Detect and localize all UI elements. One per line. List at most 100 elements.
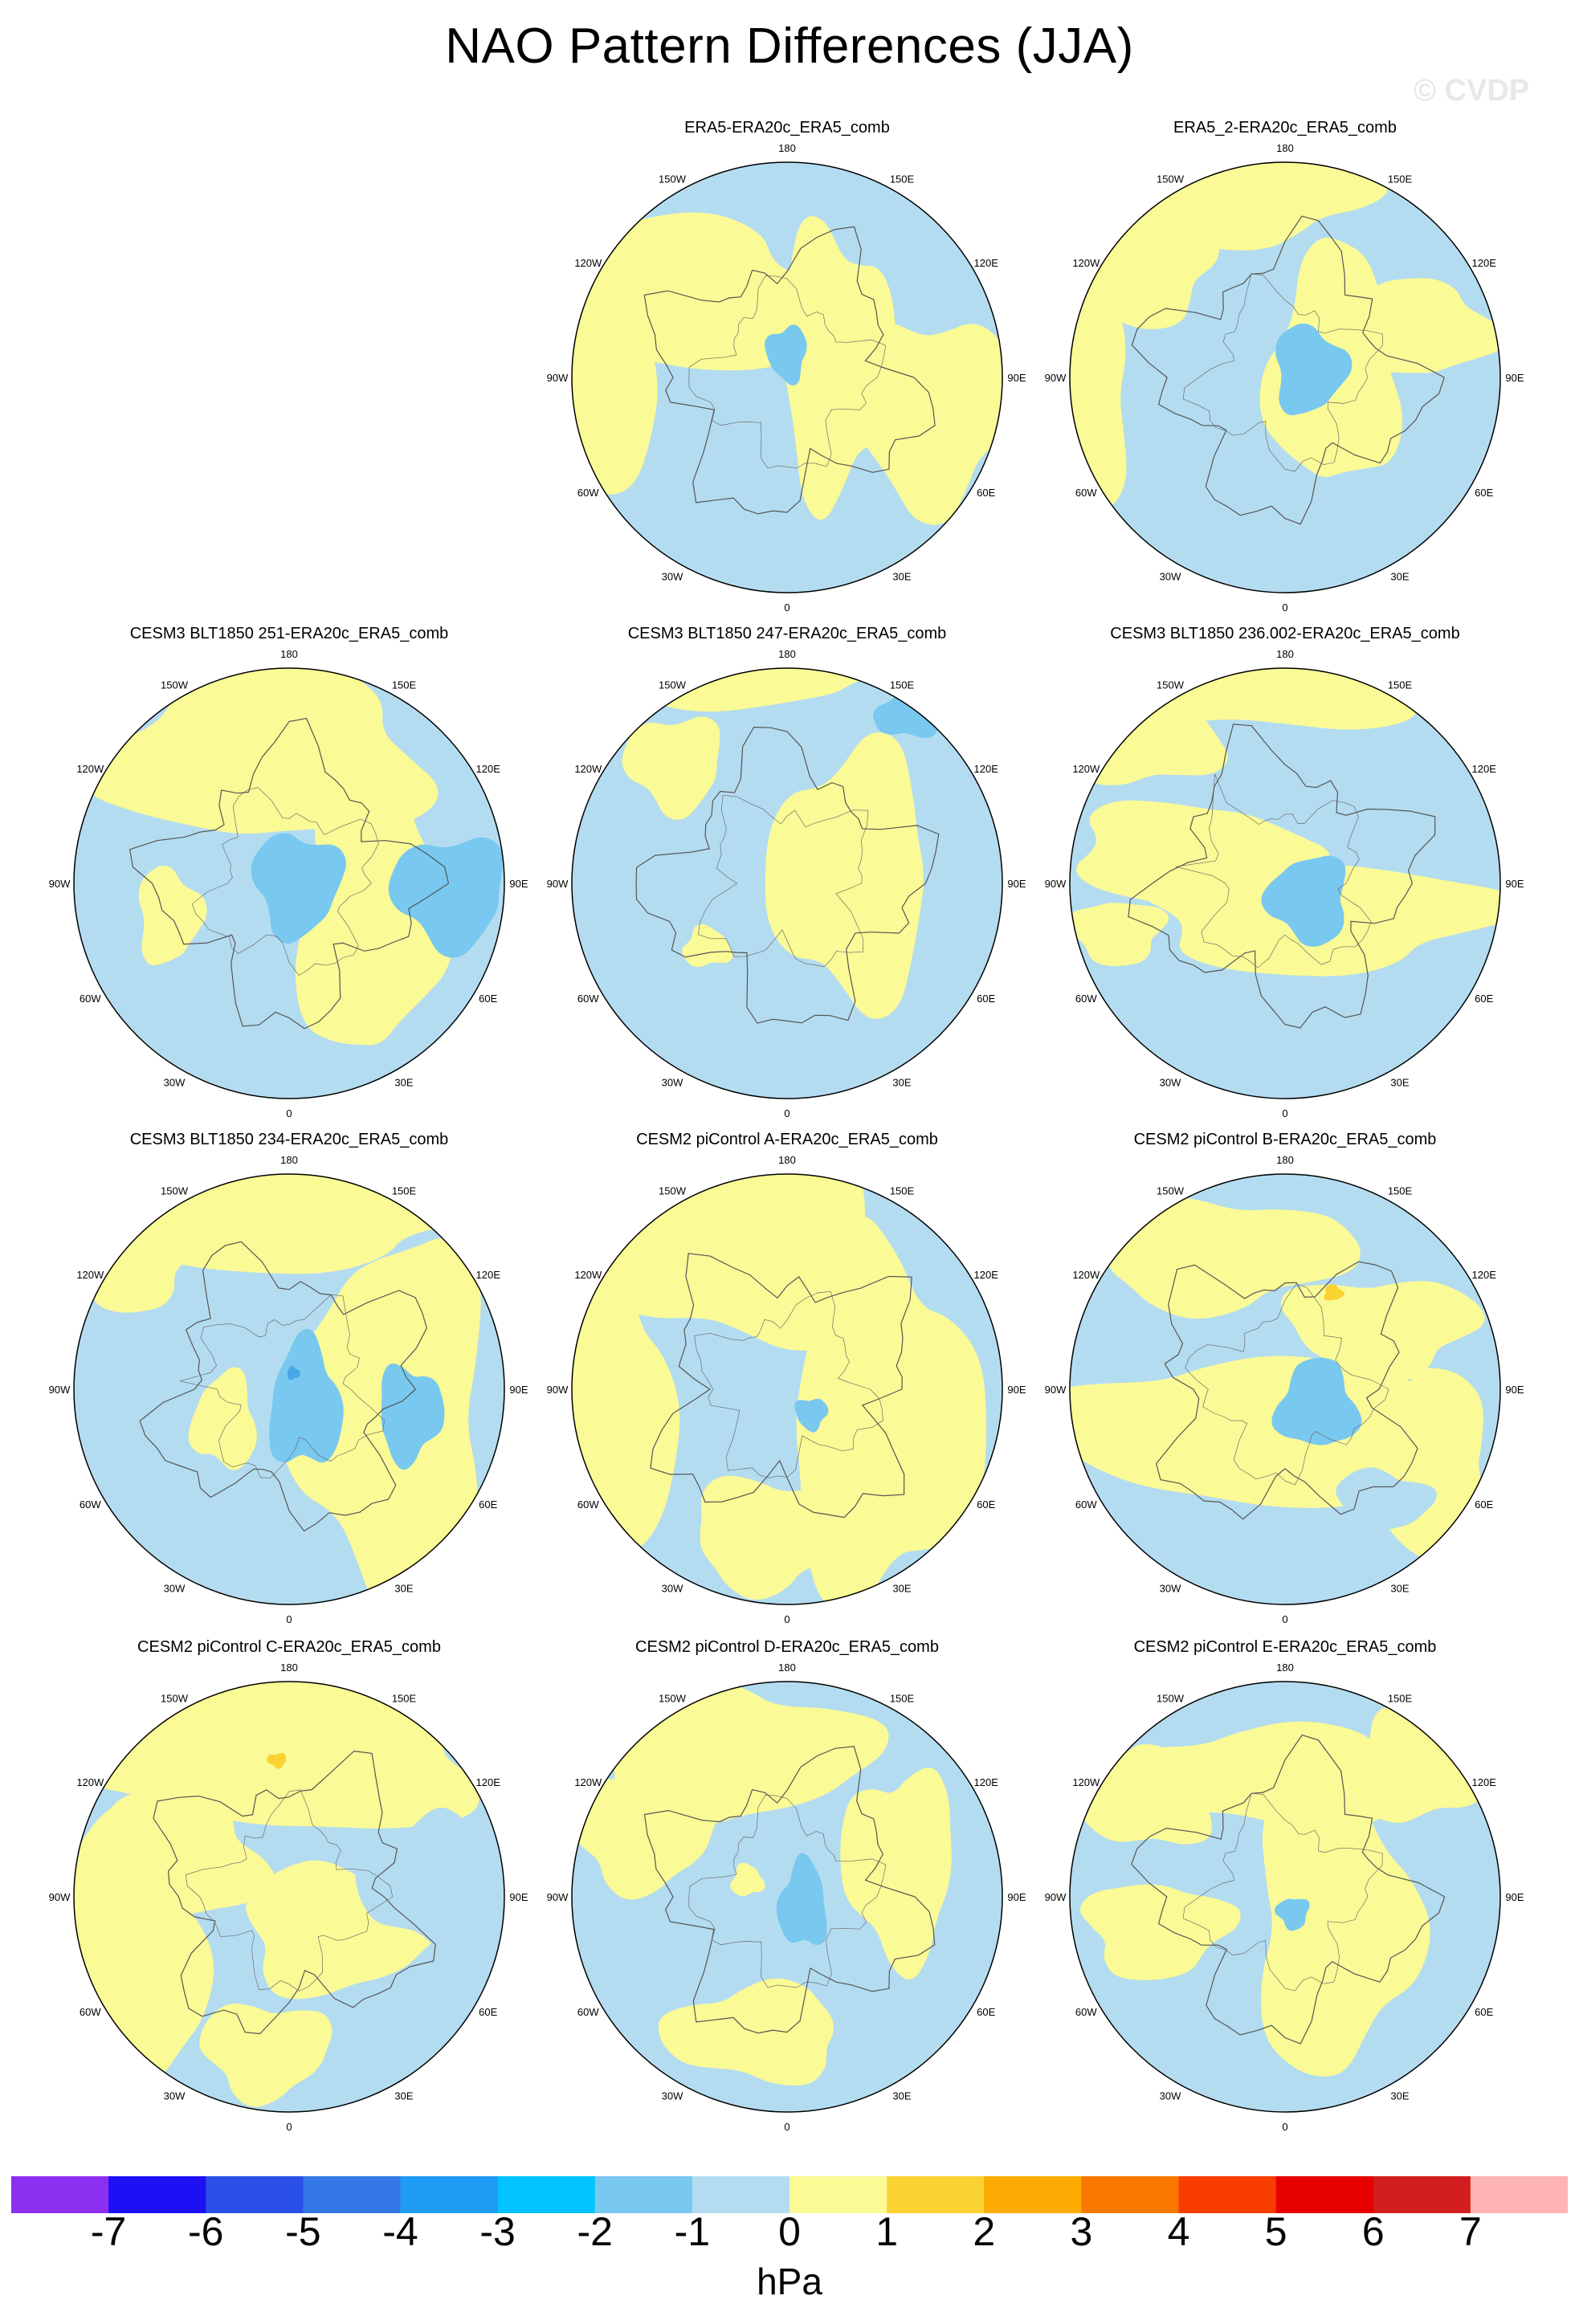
longitude-label: 150W <box>1157 1692 1185 1704</box>
longitude-label: 120E <box>476 1269 501 1281</box>
longitude-label: 0 <box>286 1613 292 1625</box>
map-field <box>1044 642 1526 1124</box>
longitude-label: 30W <box>662 571 683 583</box>
contour-region <box>1064 642 1417 729</box>
polar-map: 180 150E 120E 90E 60E 30E 0 30W 60W 90W 120W 150W <box>1044 137 1526 618</box>
panel-title: CESM3 BLT1850 251-ERA20c_ERA5_comb <box>48 625 530 643</box>
longitude-label: 90W <box>49 878 71 890</box>
longitude-label: 120E <box>1472 1776 1497 1788</box>
longitude-label: 150E <box>890 173 915 185</box>
longitude-label: 120W <box>574 763 602 775</box>
longitude-label: 120E <box>476 1776 501 1788</box>
longitude-label: 90W <box>1045 1384 1067 1396</box>
longitude-label: 60W <box>80 1498 101 1511</box>
longitude-label: 30E <box>1390 571 1409 583</box>
longitude-label: 120E <box>476 763 501 775</box>
longitude-label: 90E <box>1007 1384 1026 1396</box>
polar-map: 180 150E 120E 90E 60E 30E 0 30W 60W 90W 120W 150W <box>546 137 1028 618</box>
longitude-label: 150W <box>1157 173 1185 185</box>
longitude-label: 150W <box>659 679 687 691</box>
longitude-label: 180 <box>1276 142 1294 154</box>
figure-title: NAO Pattern Differences (JJA) <box>0 18 1579 75</box>
longitude-label: 90W <box>49 1891 71 1903</box>
longitude-label: 0 <box>1282 2121 1287 2133</box>
longitude-label: 90E <box>509 1384 528 1396</box>
longitude-label: 30W <box>662 1077 683 1089</box>
longitude-label: 150W <box>1157 1184 1185 1197</box>
longitude-label: 30E <box>892 2090 911 2102</box>
map-panel: CESM2 piControl C-ERA20c_ERA5_comb 180 150… <box>48 1638 530 2136</box>
longitude-label: 60E <box>977 1498 995 1511</box>
longitude-label: 90E <box>509 1891 528 1903</box>
colorbar-tick-label: 2 <box>952 2208 1016 2255</box>
longitude-label: 150E <box>890 679 915 691</box>
longitude-label: 150E <box>392 679 417 691</box>
map-panel: CESM2 piControl A-ERA20c_ERA5_comb 180 150… <box>546 1131 1028 1629</box>
longitude-label: 0 <box>1282 601 1287 614</box>
longitude-label: 150E <box>392 1184 417 1197</box>
longitude-label: 0 <box>286 1107 292 1119</box>
longitude-label: 150W <box>659 1184 687 1197</box>
map-field <box>546 137 1028 618</box>
longitude-label: 60E <box>479 2006 497 2018</box>
longitude-label: 120W <box>1072 257 1100 269</box>
colorbar-tick-label: -4 <box>369 2208 433 2255</box>
polar-map: 180 150E 120E 90E 60E 30E 0 30W 60W 90W 120W 150W <box>1044 1656 1526 2138</box>
longitude-label: 120E <box>974 1776 999 1788</box>
longitude-label: 120E <box>1472 763 1497 775</box>
longitude-label: 30W <box>164 1077 186 1089</box>
colorbar-tick-label: -3 <box>466 2208 530 2255</box>
longitude-label: 90E <box>1505 1891 1524 1903</box>
longitude-label: 30E <box>394 2090 413 2102</box>
longitude-label: 30E <box>892 1583 911 1595</box>
map-field <box>546 1148 1028 1630</box>
colorbar-tick-label: 0 <box>757 2208 822 2255</box>
map-panel: CESM2 piControl D-ERA20c_ERA5_comb 180 150… <box>546 1638 1028 2136</box>
longitude-label: 90W <box>1045 372 1067 384</box>
longitude-label: 60E <box>977 487 995 499</box>
longitude-label: 60W <box>1075 487 1097 499</box>
longitude-label: 60E <box>1475 1498 1493 1511</box>
colorbar-tick-label: 5 <box>1244 2208 1308 2255</box>
longitude-label: 60W <box>577 2006 599 2018</box>
map-field <box>48 642 530 1124</box>
map-field <box>546 1656 1028 2138</box>
longitude-label: 90E <box>1505 1384 1524 1396</box>
longitude-label: 0 <box>784 1107 790 1119</box>
colorbar-unit: hPa <box>0 2260 1579 2303</box>
map-field <box>48 1656 530 2138</box>
panel-title: CESM2 piControl C-ERA20c_ERA5_comb <box>48 1638 530 1657</box>
longitude-label: 30E <box>394 1077 413 1089</box>
longitude-label: 120W <box>1072 1269 1100 1281</box>
longitude-label: 60E <box>977 993 995 1005</box>
longitude-label: 120W <box>76 763 104 775</box>
longitude-label: 60E <box>1475 487 1493 499</box>
colorbar-tick-label: -6 <box>173 2208 238 2255</box>
colorbar-tick-label: -2 <box>563 2208 627 2255</box>
longitude-label: 90W <box>547 878 569 890</box>
longitude-label: 30W <box>164 1583 186 1595</box>
longitude-label: 90E <box>1007 878 1026 890</box>
longitude-label: 30W <box>1160 1583 1181 1595</box>
longitude-label: 30W <box>1160 571 1181 583</box>
longitude-label: 90W <box>547 372 569 384</box>
longitude-label: 150E <box>392 1692 417 1704</box>
longitude-label: 120W <box>574 1776 602 1788</box>
longitude-label: 60W <box>80 2006 101 2018</box>
longitude-label: 180 <box>778 142 796 154</box>
longitude-label: 150E <box>1388 679 1413 691</box>
colorbar-tick-label: -7 <box>76 2208 141 2255</box>
panel-title: CESM2 piControl B-ERA20c_ERA5_comb <box>1044 1131 1526 1149</box>
longitude-label: 180 <box>778 1154 796 1166</box>
longitude-label: 150E <box>890 1692 915 1704</box>
colorbar-tick-label: -5 <box>271 2208 335 2255</box>
longitude-label: 180 <box>280 648 298 660</box>
longitude-label: 60E <box>1475 993 1493 1005</box>
longitude-label: 120W <box>574 257 602 269</box>
map-field <box>1044 1656 1526 2138</box>
colorbar-ticks: -7 -6 -5 -4 -3 -2 -1 0 1 2 3 4 5 6 7 <box>0 2208 1579 2257</box>
longitude-label: 30E <box>1390 1077 1409 1089</box>
polar-map: 180 150E 120E 90E 60E 30E 0 30W 60W 90W 120W 150W <box>546 1656 1028 2138</box>
longitude-label: 120W <box>574 1269 602 1281</box>
map-panel: CESM3 BLT1850 234-ERA20c_ERA5_comb 180 150… <box>48 1131 530 1629</box>
